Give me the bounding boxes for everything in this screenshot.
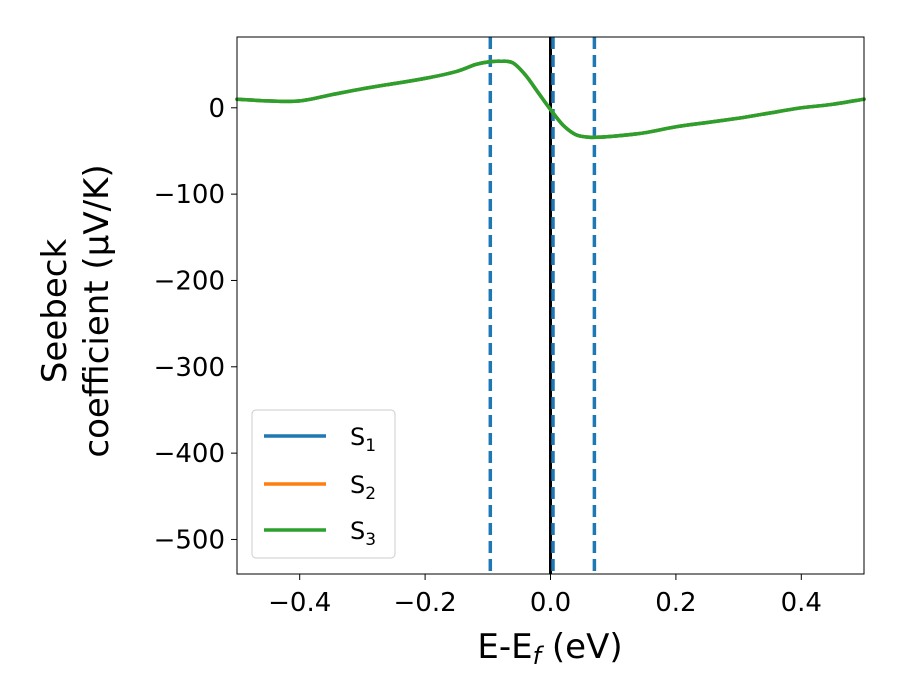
legend-label-s1: S1 [350,423,376,456]
legend-label-s2: S2 [350,471,376,504]
x-tick-label: 0.0 [530,588,571,618]
y-tick-label: −500 [154,525,225,555]
y-axis-ticks: 0 −100 −200 −300 −400 −500 [154,94,237,555]
x-axis-label-main: E-E [477,627,532,667]
x-tick-label: 0.2 [655,588,696,618]
series-line-s3 [235,59,866,140]
y-tick-label: −200 [154,266,225,296]
x-tick-label: −0.2 [394,588,457,618]
y-tick-label: −400 [154,439,225,469]
y-axis-label-line2: coefficient (μV/K) [77,164,117,457]
y-tick-label: 0 [208,94,225,124]
y-axis-label-line1: Seebeck [35,239,75,384]
legend: S1 S2 S3 [251,409,396,559]
vertical-reference-lines [488,37,597,574]
x-axis-ticks: −0.4 −0.2 0.0 0.2 0.4 [268,574,822,618]
y-tick-label: −100 [154,180,225,210]
y-axis-label: Seebeck coefficient (μV/K) [35,164,117,457]
series-lines [235,59,866,140]
x-axis-label-unit: (eV) [541,627,623,667]
x-tick-label: −0.4 [268,588,331,618]
x-axis-label: E-Ef (eV) [477,627,622,670]
x-tick-label: 0.4 [781,588,822,618]
y-tick-label: −300 [154,353,225,383]
legend-label-s3: S3 [350,517,376,550]
